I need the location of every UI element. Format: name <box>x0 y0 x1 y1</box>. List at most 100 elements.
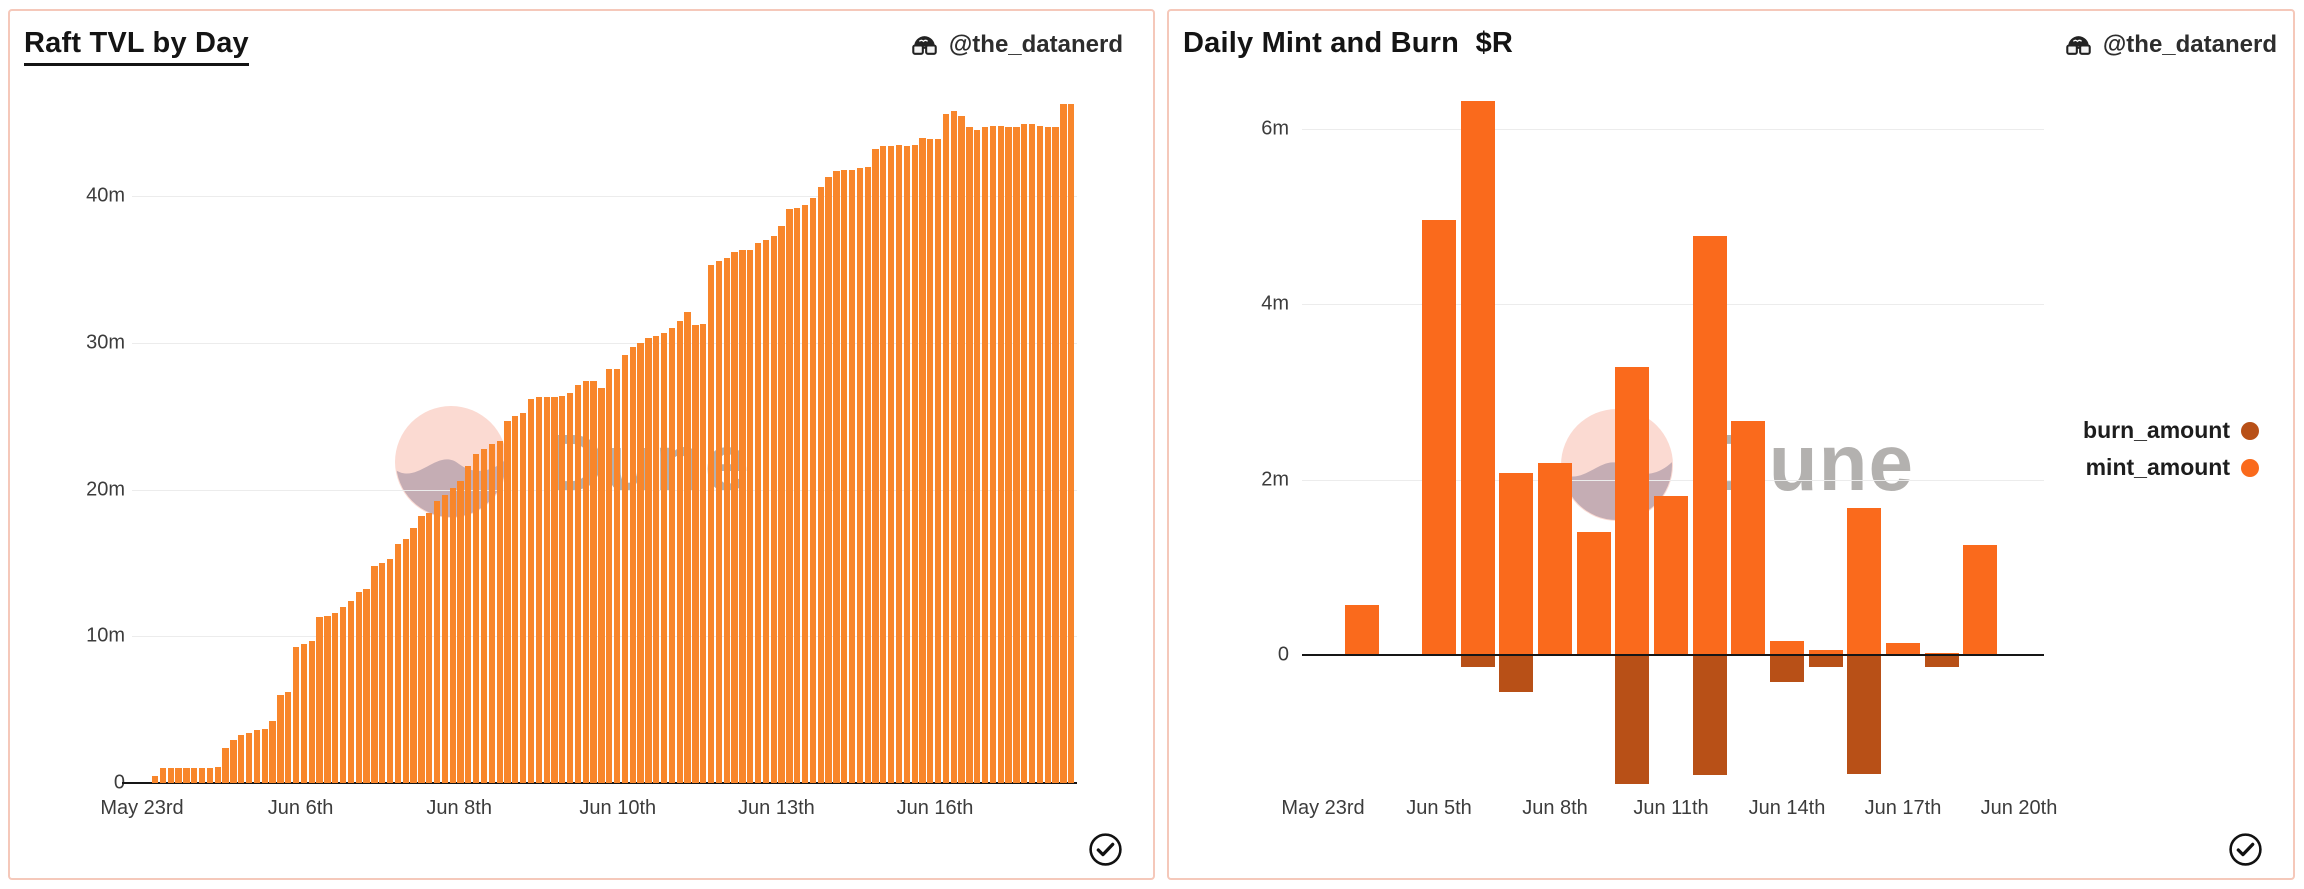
tvl-bar <box>606 369 613 783</box>
tvl-bar <box>245 733 253 783</box>
x-axis-line <box>122 782 1077 784</box>
tvl-bar <box>935 138 942 783</box>
tvl-bar <box>629 347 636 783</box>
tvl-bar <box>441 495 448 783</box>
tvl-bar <box>997 125 1004 783</box>
tvl-bar <box>801 205 809 783</box>
tvl-bar <box>300 643 308 783</box>
tvl-bar <box>559 395 566 783</box>
check-circle-icon[interactable] <box>2227 831 2264 868</box>
tvl-bar <box>864 166 871 783</box>
tvl-bar <box>457 480 464 783</box>
tvl-bar <box>230 740 237 783</box>
tvl-bar <box>277 694 284 783</box>
gridline <box>1302 128 2044 130</box>
tvl-bar <box>707 265 715 783</box>
check-circle-icon[interactable] <box>1087 831 1124 868</box>
tvl-bar <box>214 766 221 783</box>
tvl-bar <box>794 207 801 783</box>
x-tick-label: Jun 20th <box>1980 797 2058 819</box>
mint-bar <box>1770 640 1805 655</box>
legend-item-burn[interactable]: burn_amount <box>2083 417 2259 444</box>
x-tick-label: Jun 5th <box>1406 797 1472 819</box>
tvl-bar <box>833 171 840 783</box>
y-tick-label: 0 <box>113 771 125 794</box>
tvl-bar <box>590 381 597 783</box>
tvl-bar <box>473 454 480 783</box>
y-tick-label: 20m <box>86 478 125 501</box>
mint-bar <box>1886 642 1921 655</box>
gridline <box>1302 304 2044 306</box>
tvl-bar <box>465 466 472 783</box>
tvl-bar <box>433 501 441 783</box>
tvl-bar <box>292 646 300 783</box>
tvl-bar <box>778 225 785 783</box>
chart-legend: burn_amount mint_amount <box>2083 417 2259 481</box>
tvl-bar <box>222 747 229 783</box>
y-tick-label: 0 <box>1277 643 1289 666</box>
tvl-bar <box>653 335 660 783</box>
x-tick-label: Jun 14th <box>1748 797 1826 819</box>
tvl-bar <box>480 448 488 783</box>
burn-bar <box>1847 656 1882 774</box>
tvl-bar <box>880 146 887 783</box>
tvl-bar <box>770 235 777 783</box>
tvl-bar <box>958 115 965 783</box>
tvl-bar <box>754 243 762 783</box>
tvl-bar <box>175 768 182 783</box>
x-tick-label: Jun 6th <box>267 797 334 819</box>
y-tick-label: 30m <box>86 331 125 354</box>
tvl-bar <box>535 397 542 783</box>
tvl-bar <box>825 177 832 783</box>
tvl-bar <box>911 144 918 783</box>
tvl-bar <box>1013 127 1020 783</box>
tvl-bar <box>238 734 245 783</box>
burn-bar <box>1924 656 1959 668</box>
tvl-bar <box>183 768 190 783</box>
mint-bar <box>1847 507 1882 655</box>
x-tick-label: Jun 16th <box>896 797 974 819</box>
tvl-bar <box>551 397 558 783</box>
tvl-bar <box>496 441 503 783</box>
tvl-bar <box>621 354 629 783</box>
burn-color-dot-icon <box>2241 421 2259 440</box>
mint-bar <box>1963 545 1998 655</box>
tvl-bar <box>347 601 355 783</box>
mint-bar <box>1499 473 1534 655</box>
tvl-bar <box>700 323 707 783</box>
tvl-bar <box>676 320 683 783</box>
tvl-bar <box>739 250 746 783</box>
tvl-bar <box>566 392 574 783</box>
x-tick-label: Jun 17th <box>1864 797 1942 819</box>
tvl-bar <box>1028 124 1036 783</box>
tvl-bar <box>848 169 856 783</box>
tvl-bar <box>723 257 730 783</box>
mint-bar <box>1692 235 1727 655</box>
tvl-bar <box>747 250 754 783</box>
tvl-bar <box>379 562 386 783</box>
tvl-bar <box>355 592 362 783</box>
y-tick-label: 40m <box>86 184 125 207</box>
legend-item-mint[interactable]: mint_amount <box>2086 454 2259 481</box>
mint-bar <box>1654 496 1689 655</box>
x-tick-label: Jun 10th <box>579 797 657 819</box>
tvl-bar <box>989 125 997 783</box>
tvl-bar <box>159 768 167 783</box>
legend-label-mint: mint_amount <box>2085 454 2230 480</box>
tvl-bar <box>339 606 347 783</box>
y-tick-label: 6m <box>1261 117 1289 140</box>
attribution-handle: @the_datanerd <box>2102 31 2277 58</box>
tvl-bar <box>152 775 159 783</box>
tvl-bar <box>543 397 550 783</box>
tvl-bar <box>856 168 863 783</box>
mint-bar <box>1344 605 1379 655</box>
mint-bar <box>1615 367 1650 655</box>
tvl-bar <box>841 169 848 783</box>
tvl-bar <box>786 209 793 783</box>
tvl-bar <box>1052 127 1059 783</box>
tvl-bar <box>520 413 527 783</box>
mint-color-dot-icon <box>2241 458 2259 477</box>
tvl-bar <box>332 612 339 783</box>
tvl-bar <box>418 516 425 783</box>
